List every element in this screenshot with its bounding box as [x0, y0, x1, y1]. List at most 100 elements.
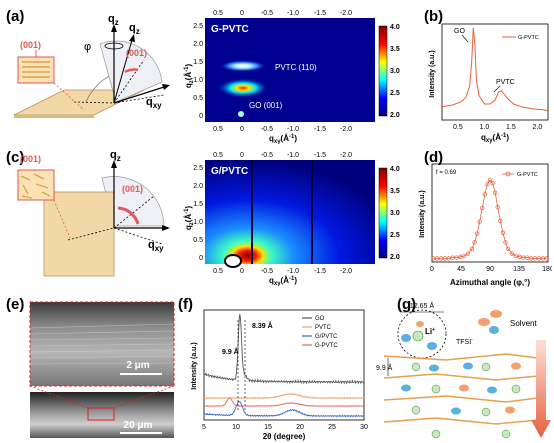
chart-d-point [454, 255, 459, 260]
svg-text:3.0: 3.0 [390, 68, 400, 75]
inset-layers-a [17, 56, 55, 84]
chart-d-point [517, 254, 522, 259]
chart-d-point [482, 192, 487, 197]
svg-text:-1.5: -1.5 [314, 268, 326, 275]
svg-text:1.0: 1.0 [193, 77, 203, 84]
svg-text:-1.5: -1.5 [314, 10, 326, 17]
chart-d-point [465, 251, 471, 256]
chart-f-xtick: 15 [264, 424, 272, 431]
map-title-c: G/PVTC [211, 166, 248, 177]
chart-b-xtick: 0.5 [453, 124, 463, 131]
incident-beam [73, 101, 115, 104]
sem-zoom-view [30, 302, 174, 386]
scatter-line-c2 [113, 227, 163, 245]
substrate-edge [14, 115, 94, 118]
chart-f-xtick: 10 [232, 424, 240, 431]
svg-text:0: 0 [240, 126, 244, 133]
chart-f-legend-gpvtc-dash: G-PVTC [315, 343, 338, 349]
detector-gap-c2 [311, 160, 313, 264]
panel-label-b: (b) [424, 8, 444, 25]
qz-arrowhead [111, 24, 117, 32]
svg-text:1.5: 1.5 [193, 59, 203, 66]
chart-d-point [500, 230, 506, 235]
intercalated-species [401, 362, 521, 439]
svg-text:0: 0 [240, 10, 244, 17]
solvent-label: Solvent [510, 319, 537, 328]
chart-f-series-line [204, 314, 365, 385]
red-arc-c [117, 206, 140, 225]
pvtc-110-arc-a [219, 60, 267, 72]
svg-text:3.5: 3.5 [390, 188, 400, 195]
schematic-c: qz qxy (001) (001) [17, 152, 170, 277]
yticks-a: 2.5 2.0 1.5 1.0 0.5 0 [193, 23, 203, 120]
qz-label-c: qz [110, 152, 121, 163]
detector-gap-c1 [251, 160, 253, 264]
chart-b-xlabel: qxy(Å-1) [481, 133, 509, 144]
chart-b-annot-go: GO [454, 28, 465, 35]
chart-b-series-line [441, 27, 549, 112]
svg-text:2.5: 2.5 [193, 23, 203, 30]
giwaxs-map-a: G-PVTC PVTC (110) GO (001) 0.5 0 -0.5 -1.0… [184, 10, 400, 144]
panel-label-e: (e) [6, 296, 25, 313]
inset-connector-a [53, 82, 85, 111]
chart-f-legend-gpvtc-slash: G/PVTC [315, 334, 338, 340]
plane-label-a2: (001) [126, 48, 147, 58]
sem-zoom-frame [29, 301, 175, 387]
chart-d-point [513, 253, 518, 259]
scatter-line-2 [113, 94, 165, 104]
chart-d-frame [431, 163, 549, 263]
chart-b-xtick: 1.5 [506, 124, 516, 131]
graphene-layers [383, 353, 539, 425]
panel-label-f: (f) [178, 296, 193, 313]
svg-text:-1.0: -1.0 [287, 268, 299, 275]
chart-d-point [469, 246, 475, 251]
solvent-molecule [489, 326, 499, 334]
chart-d-xtick: 90 [486, 266, 494, 273]
svg-text:0: 0 [240, 268, 244, 275]
chart-d-point [509, 251, 515, 256]
inset-connector-c [53, 199, 71, 239]
colorbar-ticks-c: 4.0 3.5 3.0 2.5 2.0 [390, 166, 400, 261]
schematic-g: 12.65 Å Li+ Solvent TFSI- 9.9 Å [376, 301, 551, 439]
chart-f-xlabel: 2θ (degree) [263, 432, 306, 441]
svg-text:2.0: 2.0 [193, 41, 203, 48]
substrate-plate-c [43, 191, 115, 277]
chart-b-annot-pvtc-arrow [493, 85, 501, 93]
chart-f-xtick: 20 [296, 424, 304, 431]
chart-d-point [474, 231, 480, 236]
annot-go-001: GO (001) [249, 101, 283, 110]
qxy-arrowhead-c [162, 225, 170, 231]
svg-text:-0.5: -0.5 [261, 152, 273, 159]
chart-f-xtick: 5 [202, 424, 206, 431]
ylabel-a: qz(Å-1) [184, 63, 195, 88]
beam-stop-c [224, 254, 242, 268]
chart-f-ylabel: Intensity (a.u.) [191, 342, 198, 389]
svg-text:-1.0: -1.0 [287, 152, 299, 159]
sem-scale-label-2: 20 μm [124, 420, 153, 431]
panel-label-g: (g) [397, 296, 417, 313]
beam-spot-a [238, 111, 244, 117]
svg-text:0.5: 0.5 [213, 10, 223, 17]
spacing-label: 12.65 Å [410, 301, 434, 310]
chart-b-xticks: 0.5 1.0 1.5 2.0 [453, 124, 542, 131]
svg-text:4.0: 4.0 [390, 24, 400, 31]
chart-d-xtick: 45 [457, 266, 465, 273]
qxy-arrowhead [162, 84, 170, 90]
xticks-top-a: 0.5 0 -0.5 -1.0 -1.5 -2.0 [213, 10, 352, 17]
svg-text:1.0: 1.0 [193, 219, 203, 226]
svg-text:0: 0 [240, 152, 244, 159]
svg-text:-2.0: -2.0 [340, 126, 352, 133]
chart-d-fit-line [433, 179, 547, 259]
chart-d-point [544, 256, 549, 261]
chart-d-point [472, 240, 477, 245]
svg-text:-1.0: -1.0 [287, 10, 299, 17]
qxy-axis [113, 86, 165, 104]
svg-text:0.5: 0.5 [213, 152, 223, 159]
solvent-molecule [427, 342, 437, 350]
hemisphere-shade-c [101, 176, 165, 227]
chart-f-xtick: 25 [328, 424, 336, 431]
tfsi-anion [416, 321, 424, 327]
map-title-a: G-PVTC [211, 24, 249, 35]
chart-d-point [462, 253, 467, 259]
panel-label-a: (a) [6, 8, 25, 25]
